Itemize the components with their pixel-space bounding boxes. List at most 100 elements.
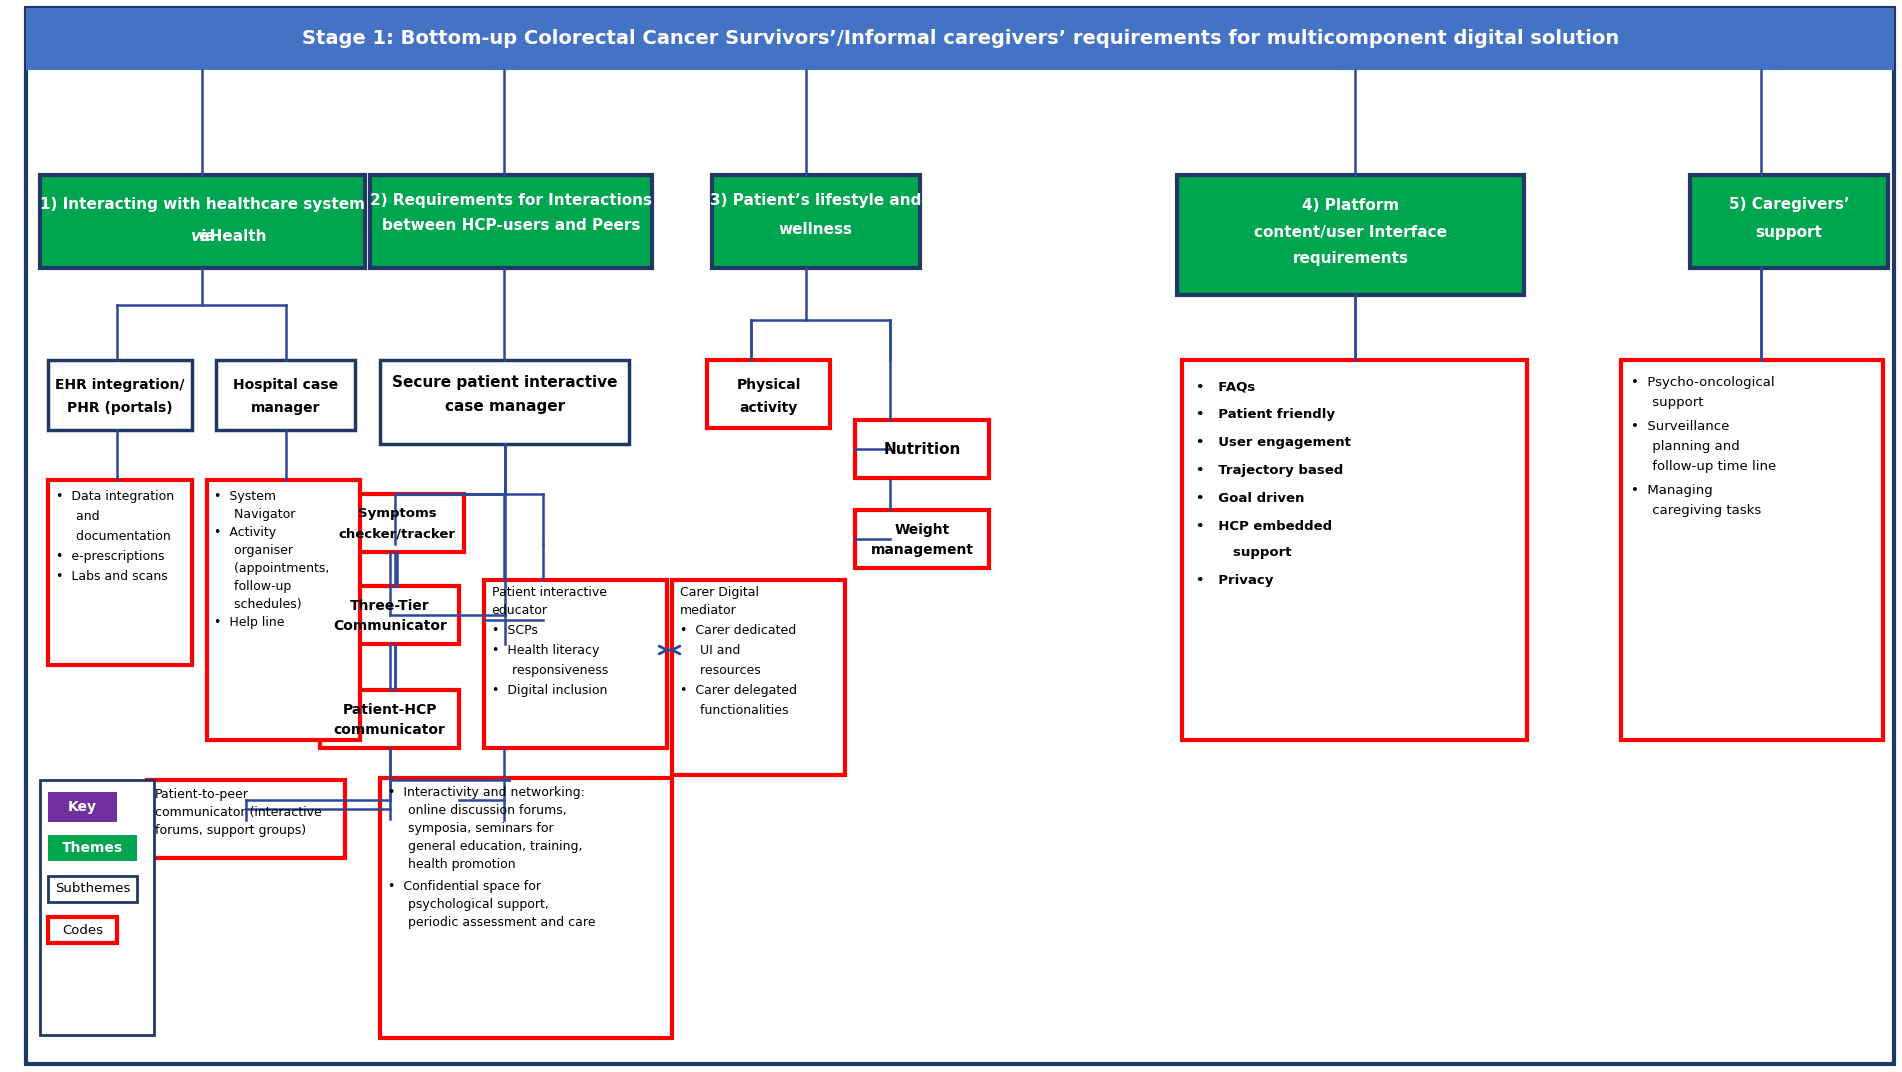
Bar [320, 586, 458, 644]
Bar [48, 917, 118, 943]
Text: •   Patient friendly: • Patient friendly [1196, 408, 1335, 421]
Text: •  Interactivity and networking:: • Interactivity and networking: [388, 786, 584, 799]
Bar [27, 8, 1894, 70]
Text: support: support [1630, 396, 1702, 410]
Bar [483, 580, 668, 748]
Text: educator: educator [493, 604, 548, 617]
Text: •  Labs and scans: • Labs and scans [55, 570, 167, 583]
Text: •   Privacy: • Privacy [1196, 574, 1272, 587]
Text: 5) Caregivers’: 5) Caregivers’ [1729, 197, 1849, 212]
Text: online discussion forums,: online discussion forums, [388, 804, 567, 817]
Text: schedules): schedules) [215, 598, 302, 611]
Text: •  Help line: • Help line [215, 616, 285, 629]
Bar [48, 792, 118, 822]
Text: general education, training,: general education, training, [388, 840, 582, 853]
Text: case manager: case manager [445, 399, 565, 414]
Text: •  Carer delegated: • Carer delegated [679, 684, 797, 697]
Text: checker/tracker: checker/tracker [339, 527, 456, 540]
Text: 4) Platform: 4) Platform [1301, 198, 1400, 213]
Bar [48, 360, 192, 430]
Text: •  Managing: • Managing [1630, 483, 1712, 497]
Text: follow-up: follow-up [215, 580, 291, 593]
Bar [207, 480, 359, 740]
Text: •  Digital inclusion: • Digital inclusion [493, 684, 607, 697]
Text: Communicator: Communicator [333, 619, 447, 632]
Text: •  Psycho-oncological: • Psycho-oncological [1630, 376, 1775, 389]
Text: responsiveness: responsiveness [493, 664, 609, 678]
Text: manager: manager [251, 401, 321, 415]
Text: UI and: UI and [679, 644, 740, 657]
Text: caregiving tasks: caregiving tasks [1630, 504, 1761, 517]
Text: •  Confidential space for: • Confidential space for [388, 880, 540, 893]
Text: •  Carer dedicated: • Carer dedicated [679, 624, 797, 637]
Bar [217, 360, 356, 430]
Text: documentation: documentation [55, 530, 171, 544]
Text: Stage 1: Bottom-up Colorectal Cancer Survivors’/Informal caregivers’ requirement: Stage 1: Bottom-up Colorectal Cancer Sur… [302, 30, 1619, 48]
Text: Weight: Weight [894, 523, 949, 537]
Text: Nutrition: Nutrition [883, 443, 961, 458]
Text: Physical: Physical [736, 378, 801, 392]
Text: Patient interactive: Patient interactive [493, 586, 607, 599]
Text: via: via [190, 229, 215, 244]
Bar [708, 360, 831, 428]
Text: •   FAQs: • FAQs [1196, 379, 1255, 393]
Text: Subthemes: Subthemes [55, 882, 131, 895]
Bar [1177, 175, 1524, 295]
Text: •   HCP embedded: • HCP embedded [1196, 520, 1331, 533]
Text: follow-up time line: follow-up time line [1630, 460, 1776, 473]
Text: support: support [1196, 546, 1291, 559]
Text: content/user Interface: content/user Interface [1253, 224, 1447, 239]
Text: Three-Tier: Three-Tier [350, 599, 430, 613]
Text: support: support [1756, 225, 1822, 240]
Text: psychological support,: psychological support, [388, 898, 548, 911]
Text: forums, support groups): forums, support groups) [156, 824, 306, 837]
Text: activity: activity [740, 401, 797, 415]
Bar [671, 580, 844, 775]
Text: •   User engagement: • User engagement [1196, 436, 1350, 449]
Bar [48, 480, 192, 665]
Text: Themes: Themes [63, 842, 124, 855]
Text: •  e-prescriptions: • e-prescriptions [55, 550, 164, 563]
Bar [856, 420, 989, 478]
Text: mediator: mediator [679, 604, 736, 617]
Text: resources: resources [679, 664, 761, 678]
Text: •  Activity: • Activity [215, 526, 276, 539]
Text: symposia, seminars for: symposia, seminars for [388, 822, 553, 835]
Bar [1181, 360, 1527, 740]
Text: Patient-to-peer: Patient-to-peer [156, 788, 249, 801]
Text: 3) Patient’s lifestyle and: 3) Patient’s lifestyle and [709, 193, 921, 208]
Text: management: management [871, 544, 974, 557]
Text: health promotion: health promotion [388, 858, 515, 870]
Text: EHR integration/: EHR integration/ [55, 378, 184, 392]
Text: Symptoms: Symptoms [358, 507, 436, 521]
Text: •   Trajectory based: • Trajectory based [1196, 464, 1343, 477]
Text: •   Goal driven: • Goal driven [1196, 492, 1305, 505]
Bar [711, 175, 919, 268]
Text: •  SCPs: • SCPs [493, 624, 538, 637]
Text: Codes: Codes [63, 923, 103, 937]
Text: Patient-HCP: Patient-HCP [342, 703, 437, 717]
Bar [48, 876, 137, 902]
Text: (appointments,: (appointments, [215, 562, 329, 575]
Bar [856, 510, 989, 568]
Bar [320, 690, 458, 748]
Text: •  Surveillance: • Surveillance [1630, 420, 1729, 433]
Text: organiser: organiser [215, 544, 293, 557]
Text: periodic assessment and care: periodic assessment and care [388, 915, 595, 929]
Text: 2) Requirements for Interactions: 2) Requirements for Interactions [371, 193, 652, 208]
Text: Key: Key [68, 800, 97, 814]
Text: Secure patient interactive: Secure patient interactive [392, 374, 618, 389]
Bar [331, 494, 464, 552]
Bar [1691, 175, 1889, 268]
Text: functionalities: functionalities [679, 704, 789, 717]
Bar [380, 778, 671, 1038]
Text: eHealth: eHealth [194, 229, 266, 244]
Text: communicator (interactive: communicator (interactive [156, 806, 321, 819]
Text: requirements: requirements [1291, 251, 1407, 266]
Text: •  Health literacy: • Health literacy [493, 644, 599, 657]
Bar [40, 780, 154, 1034]
Text: communicator: communicator [333, 723, 445, 738]
Text: wellness: wellness [778, 223, 852, 238]
Bar [369, 175, 652, 268]
Bar [40, 175, 365, 268]
